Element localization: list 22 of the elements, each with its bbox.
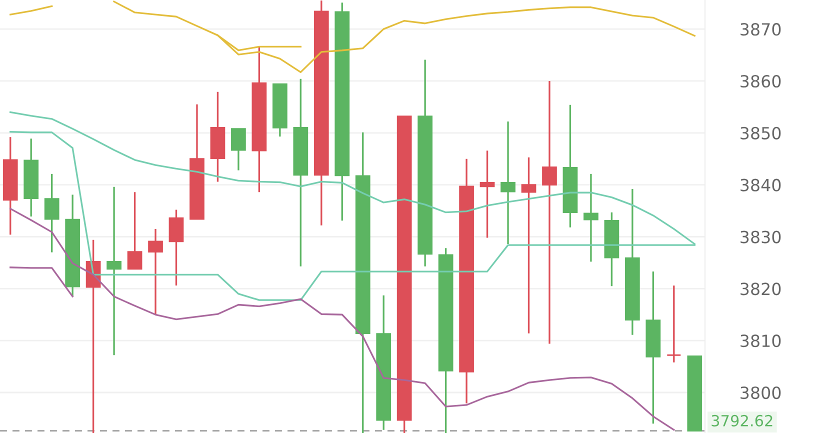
y-tick-label: 3820 bbox=[740, 282, 781, 296]
line-series bbox=[10, 208, 675, 431]
y-tick-label: 3870 bbox=[740, 23, 781, 36]
candlestick bbox=[666, 284, 682, 364]
candlestick bbox=[584, 173, 598, 263]
y-tick-label: 3830 bbox=[740, 230, 781, 244]
candlestick bbox=[148, 228, 163, 315]
candlestick bbox=[542, 80, 557, 345]
candlestick bbox=[231, 128, 246, 172]
candlestick bbox=[127, 191, 142, 270]
candlestick bbox=[500, 120, 516, 245]
y-tick-label: 3840 bbox=[740, 178, 781, 192]
candlestick bbox=[168, 208, 184, 286]
ref-line-label: 3792.62 bbox=[712, 414, 772, 426]
y-tick-label: 3800 bbox=[740, 386, 781, 400]
y-tick-label: 3810 bbox=[740, 334, 781, 348]
candlestick bbox=[106, 186, 122, 356]
candlestick bbox=[521, 156, 536, 334]
candlestick bbox=[44, 173, 60, 254]
y-tick-label: 3860 bbox=[740, 74, 781, 88]
y-tick-label: 3850 bbox=[740, 126, 781, 140]
candlestick bbox=[480, 150, 495, 239]
